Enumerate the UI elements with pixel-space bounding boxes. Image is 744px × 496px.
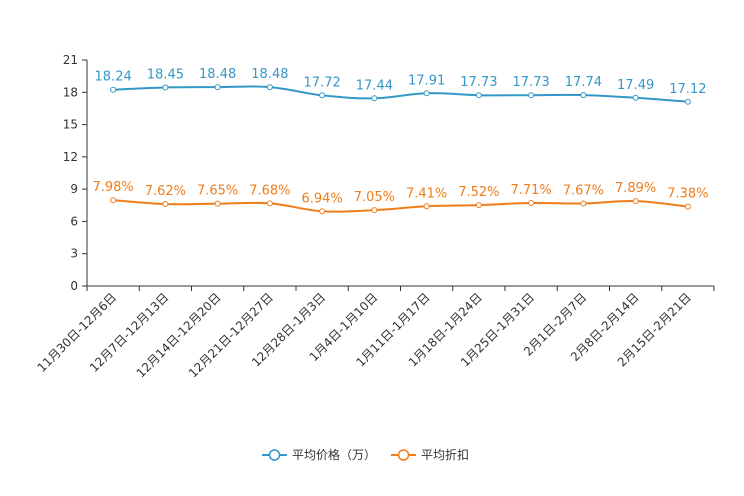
series-layer: 18.24 18.45 18.48 18.48 17.72 17.44 17.91 17.73… <box>92 67 709 215</box>
legend-marker-icon <box>268 449 281 461</box>
data-label: 7.98% <box>92 180 133 195</box>
y-tick-label: 0 <box>70 279 78 293</box>
data-point[interactable] <box>110 197 117 204</box>
data-label: 17.73 <box>513 75 550 90</box>
y-axis: 0 3 6 9 12 15 18 21 <box>63 53 88 293</box>
data-point[interactable] <box>371 95 378 102</box>
data-point[interactable] <box>632 94 639 101</box>
legend: 平均价格（万） 平均折扣 <box>262 447 469 462</box>
data-point[interactable] <box>423 90 430 97</box>
data-point[interactable] <box>214 84 221 91</box>
data-point[interactable] <box>162 200 169 207</box>
legend-marker-icon <box>397 449 410 461</box>
data-point[interactable] <box>528 200 535 207</box>
data-point[interactable] <box>528 92 535 99</box>
y-tick-label: 21 <box>63 53 78 67</box>
data-label: 17.74 <box>565 75 602 90</box>
data-point[interactable] <box>684 98 691 105</box>
data-label: 7.41% <box>406 186 447 201</box>
data-label: 17.91 <box>408 73 445 88</box>
data-point[interactable] <box>162 84 169 91</box>
data-label: 17.72 <box>304 75 341 90</box>
x-axis: 11月30日-12月6日12月7日-12月13日12月14日-12月20日12月… <box>35 285 715 380</box>
data-label: 7.68% <box>249 183 290 198</box>
data-point[interactable] <box>371 207 378 214</box>
data-point[interactable] <box>580 92 587 99</box>
data-label: 7.38% <box>667 187 708 202</box>
data-point[interactable] <box>266 84 273 91</box>
data-point[interactable] <box>319 92 326 99</box>
series-1: 7.98% 7.62% 7.65% 7.68% 6.94% 7.05% 7.41% 7.52%… <box>92 180 709 215</box>
data-point[interactable] <box>475 202 482 209</box>
data-label: 18.24 <box>95 70 132 85</box>
data-label: 7.65% <box>197 184 238 199</box>
data-label: 17.44 <box>356 78 393 93</box>
data-point[interactable] <box>319 208 326 215</box>
data-label: 18.48 <box>251 67 288 82</box>
data-label: 7.89% <box>615 181 656 196</box>
data-point[interactable] <box>214 200 221 207</box>
data-point[interactable] <box>110 86 117 93</box>
data-label: 17.12 <box>669 82 706 97</box>
y-tick-label: 12 <box>63 150 78 164</box>
data-label: 7.62% <box>145 184 186 199</box>
y-tick-label: 9 <box>70 182 78 196</box>
data-label: 7.52% <box>458 185 499 200</box>
data-point[interactable] <box>423 203 430 210</box>
data-label: 7.71% <box>510 183 551 198</box>
series-0: 18.24 18.45 18.48 18.48 17.72 17.44 17.91 17.73… <box>95 67 706 105</box>
legend-label: 平均价格（万） <box>292 447 376 462</box>
legend-item-0[interactable]: 平均价格（万） <box>262 447 376 462</box>
data-label: 6.94% <box>301 191 342 206</box>
legend-item-1[interactable]: 平均折扣 <box>391 447 469 462</box>
series-line <box>113 199 688 213</box>
data-point[interactable] <box>475 92 482 99</box>
data-point[interactable] <box>580 200 587 207</box>
data-label: 18.48 <box>199 67 236 82</box>
data-label: 17.49 <box>617 78 654 93</box>
legend-label: 平均折扣 <box>421 447 469 462</box>
data-point[interactable] <box>632 198 639 205</box>
y-tick-label: 18 <box>63 85 78 99</box>
y-tick-label: 3 <box>70 247 78 261</box>
data-label: 7.67% <box>563 183 604 198</box>
data-label: 17.73 <box>460 75 497 90</box>
data-label: 7.05% <box>354 190 395 205</box>
y-tick-label: 15 <box>63 118 78 132</box>
data-label: 18.45 <box>147 67 184 82</box>
series-line <box>113 85 688 103</box>
data-point[interactable] <box>684 203 691 210</box>
y-tick-label: 6 <box>70 214 78 228</box>
data-point[interactable] <box>266 200 273 207</box>
